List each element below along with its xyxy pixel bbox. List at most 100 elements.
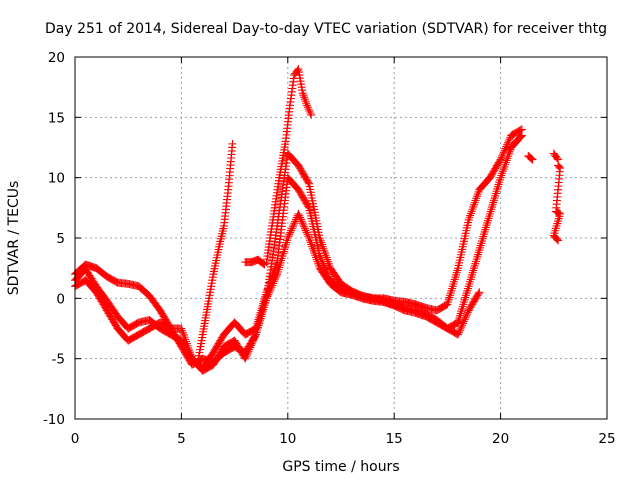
data-point <box>244 347 253 356</box>
data-point <box>456 324 465 333</box>
y-tick-label: 10 <box>48 171 65 187</box>
data-point <box>300 93 309 102</box>
data-point <box>455 326 464 335</box>
data-point <box>526 153 535 162</box>
data-point <box>454 328 463 337</box>
data-point <box>302 228 311 237</box>
data-point <box>495 157 504 166</box>
data-point <box>552 235 561 244</box>
data-point <box>501 144 510 153</box>
data-point <box>248 337 257 346</box>
data-point <box>294 209 303 218</box>
data-point <box>299 91 308 100</box>
data-point <box>457 323 466 332</box>
data-point <box>305 107 314 116</box>
series-points-22h <box>549 149 565 245</box>
y-tick-label: -5 <box>52 352 65 368</box>
x-tick-label: 5 <box>177 431 186 447</box>
data-point <box>246 341 255 350</box>
data-point <box>503 140 512 149</box>
data-point <box>458 321 467 330</box>
series-spike-10h <box>262 65 316 267</box>
data-point <box>289 221 298 230</box>
y-tick-label: 20 <box>48 50 65 66</box>
data-point <box>517 131 526 140</box>
data-point <box>496 155 505 164</box>
y-tick-label: 0 <box>56 291 65 307</box>
data-point <box>264 288 273 297</box>
data-point <box>497 153 506 162</box>
data-point <box>298 219 307 228</box>
data-point <box>263 292 272 301</box>
data-point <box>300 95 309 104</box>
data-point <box>269 277 278 286</box>
data-point <box>250 334 259 343</box>
data-point <box>287 226 296 235</box>
data-point <box>303 103 312 112</box>
data-point <box>503 138 512 147</box>
data-point <box>287 224 296 233</box>
series-track-3 <box>71 209 484 375</box>
y-tick-label: 15 <box>48 110 65 126</box>
data-point <box>319 261 328 270</box>
data-point <box>304 232 313 241</box>
data-point <box>458 319 467 328</box>
data-point <box>286 228 295 237</box>
data-point <box>298 89 307 98</box>
data-point <box>267 283 276 292</box>
data-point <box>243 349 252 358</box>
data-point <box>288 222 297 231</box>
grid-lines <box>75 57 607 419</box>
data-point <box>301 97 310 106</box>
data-point <box>285 230 294 239</box>
data-point <box>461 313 470 322</box>
x-tick-label: 15 <box>386 431 403 447</box>
data-point <box>290 219 299 228</box>
data-point <box>284 232 293 241</box>
x-tick-label: 25 <box>598 431 615 447</box>
series-points-21h <box>524 151 537 164</box>
series-segment-8h <box>241 255 269 269</box>
data-point <box>552 154 561 163</box>
data-point <box>307 110 316 119</box>
y-axis-label: SDTVAR / TECUs <box>6 181 22 296</box>
y-tick-label: -10 <box>43 412 65 428</box>
data-point <box>245 345 254 354</box>
data-point <box>300 222 309 231</box>
data-point <box>463 310 472 319</box>
data-point <box>505 135 514 144</box>
data-point <box>500 146 509 155</box>
data-point <box>242 352 251 361</box>
data-point <box>554 236 563 245</box>
data-point <box>296 213 305 222</box>
data-point <box>295 211 304 220</box>
data-point <box>247 339 256 348</box>
data-point <box>260 260 269 269</box>
data-point <box>299 221 308 230</box>
data-point <box>527 154 536 163</box>
data-point <box>303 230 312 239</box>
x-tick-label: 20 <box>492 431 509 447</box>
data-point <box>246 343 255 352</box>
data-point <box>228 139 237 148</box>
data-point <box>270 275 279 284</box>
data-point <box>297 217 306 226</box>
series-spike-7h <box>194 139 237 363</box>
y-tick-label: 5 <box>56 231 65 247</box>
data-point <box>293 66 302 75</box>
data-point <box>474 289 483 298</box>
data-point <box>251 332 260 341</box>
data-point <box>268 281 277 290</box>
data-point <box>504 137 513 146</box>
data-point <box>272 272 281 281</box>
data-point <box>269 279 278 288</box>
data-point <box>271 273 280 282</box>
data-point <box>241 354 250 363</box>
axis-ticks: 0 5 10 15 20 25 -10 -5 0 5 10 15 20 <box>43 50 616 447</box>
data-point <box>528 155 537 164</box>
data-point <box>301 226 310 235</box>
data-point <box>304 105 313 114</box>
data-point <box>249 336 258 345</box>
data-point <box>555 162 564 171</box>
